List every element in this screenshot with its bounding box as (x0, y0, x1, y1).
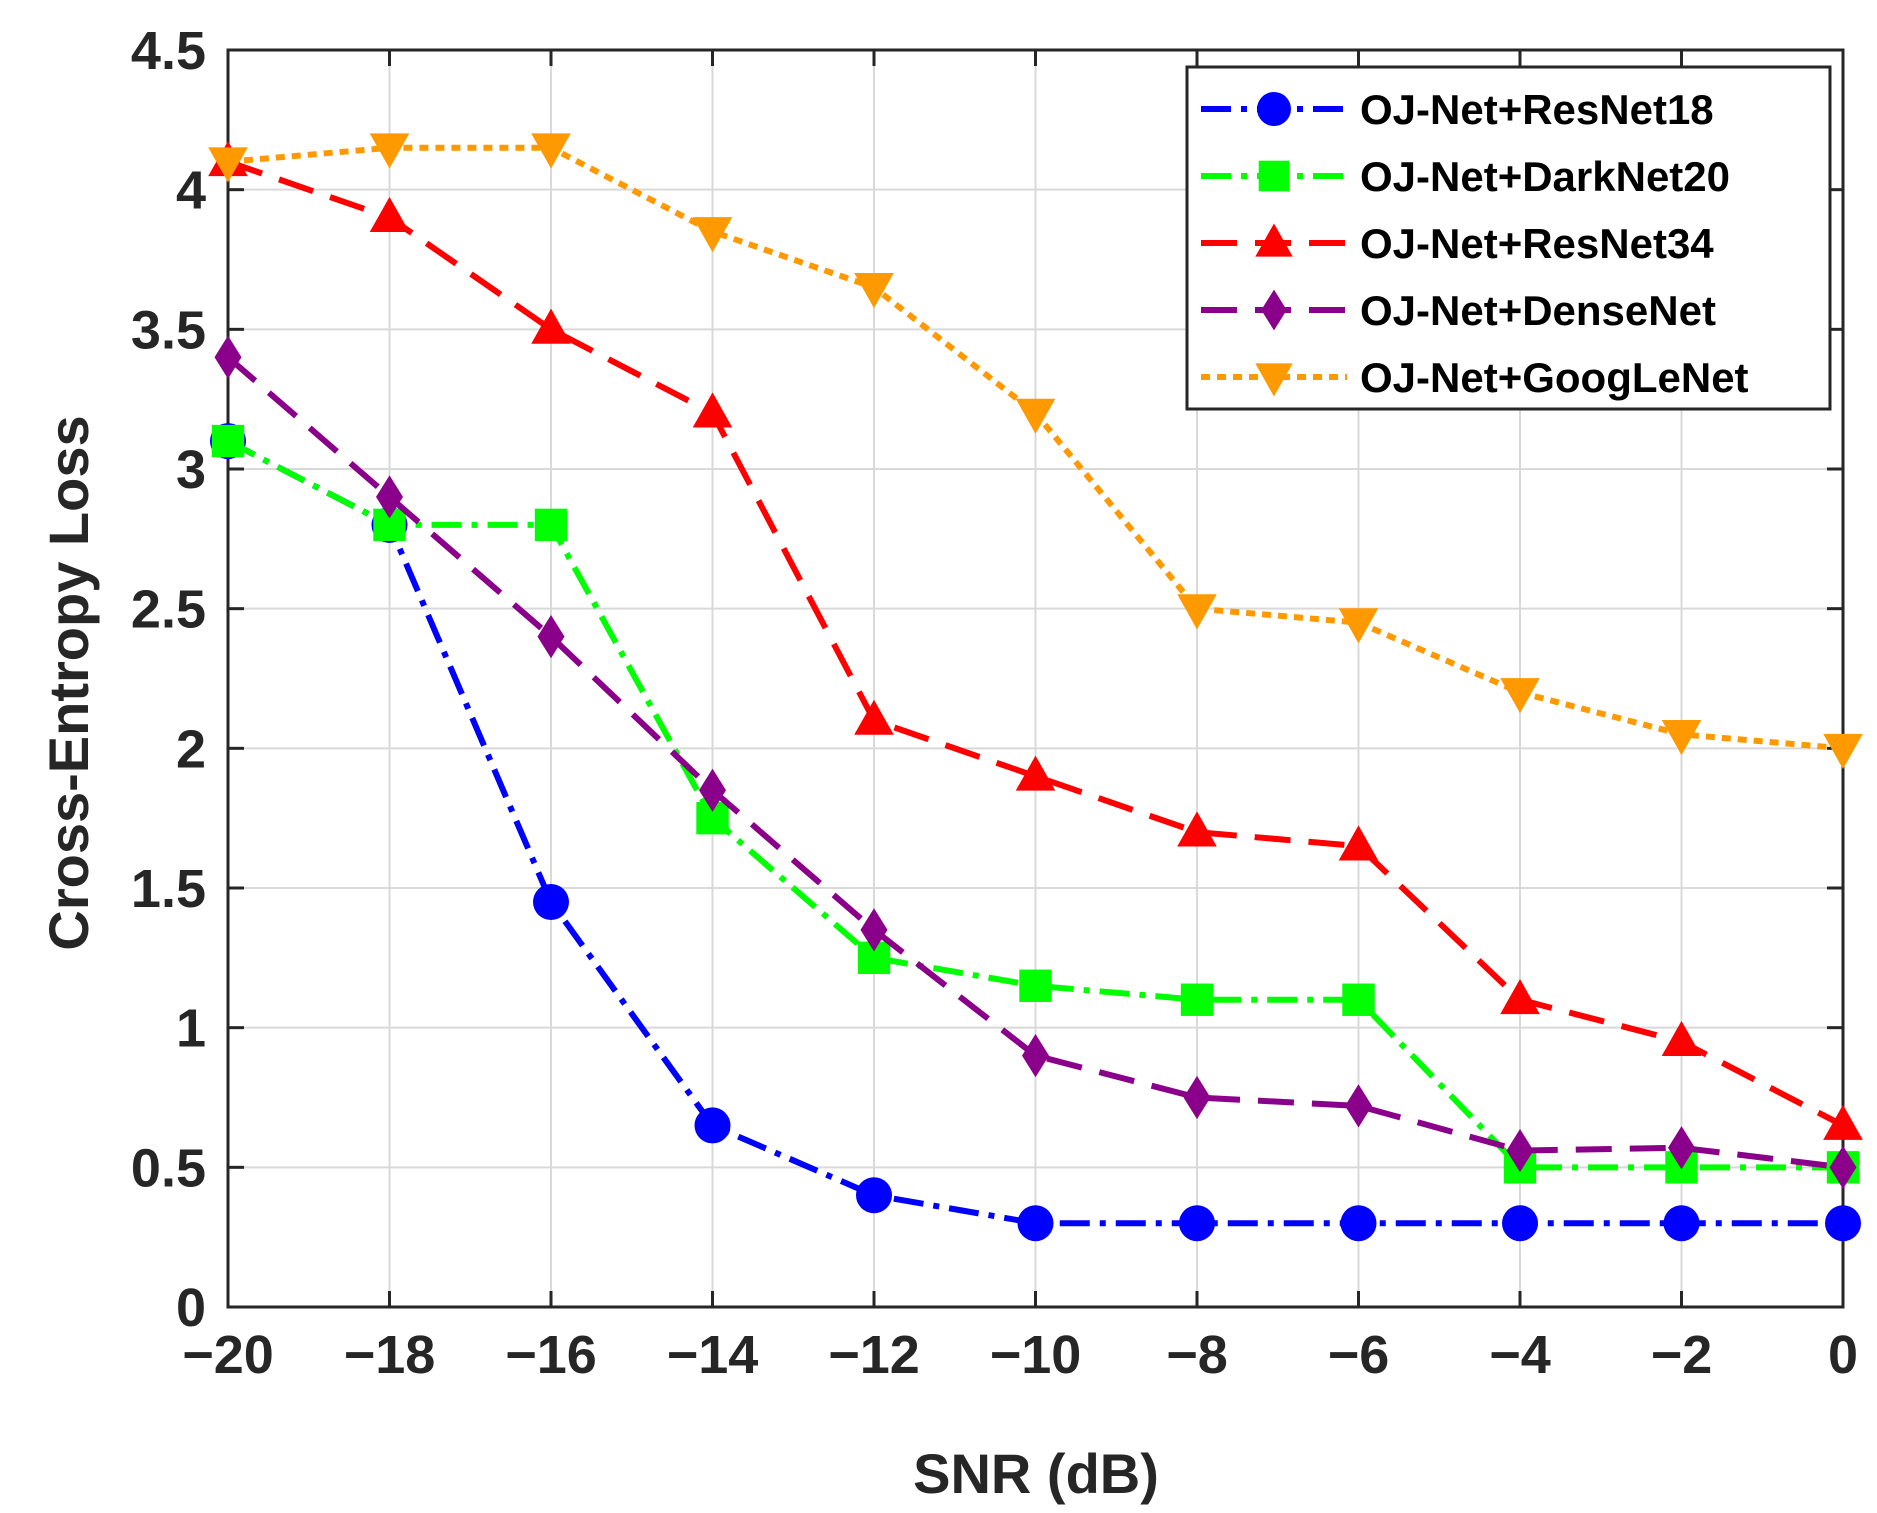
data-point (531, 308, 571, 344)
y-tick-label: 1 (176, 999, 206, 1059)
y-tick-label: 3.5 (131, 300, 206, 360)
y-tick-label: 0.5 (131, 1138, 206, 1198)
data-point (1823, 733, 1863, 770)
data-point (1663, 1205, 1700, 1242)
data-point (1180, 983, 1214, 1016)
series-3 (214, 335, 1857, 1189)
data-point (694, 1107, 731, 1144)
legend-item: OJ-Net+DarkNet20 (1201, 153, 1730, 200)
legend-marker (1257, 92, 1291, 126)
legend-marker (1261, 289, 1287, 331)
data-point (1338, 608, 1379, 644)
series-line (226, 354, 1844, 1171)
x-axis-label: SNR (dB) (913, 1442, 1159, 1505)
series-2 (208, 141, 1863, 1140)
legend-label: OJ-Net+ResNet34 (1360, 220, 1714, 267)
legend-marker (1258, 160, 1290, 192)
x-tick-label: −14 (667, 1325, 759, 1385)
series-group (208, 133, 1863, 1242)
y-tick-label: 2.5 (131, 580, 206, 640)
data-point (211, 424, 245, 458)
data-point (1500, 979, 1540, 1015)
x-tick-label: −12 (828, 1325, 920, 1385)
legend-label: OJ-Net+DarkNet20 (1360, 153, 1730, 200)
tick-labels: −20 −18 −16 −14 −12 −10 −8 −6 −4 −2 000.511.522.53… (131, 21, 1858, 1385)
data-point (537, 615, 565, 659)
data-point (1342, 983, 1375, 1016)
x-tick-label: −20 (182, 1325, 274, 1385)
x-tick-label: −4 (1489, 1325, 1551, 1385)
x-tick-label: −10 (990, 1325, 1082, 1385)
x-tick-label: −16 (505, 1325, 597, 1385)
data-point (1179, 1205, 1215, 1242)
data-point (1017, 1205, 1054, 1242)
legend-item: OJ-Net+DenseNet (1201, 287, 1716, 334)
data-point (856, 1177, 892, 1214)
y-tick-label: 0 (176, 1278, 206, 1338)
series-line (227, 158, 1845, 1129)
data-point (1502, 1205, 1538, 1242)
y-tick-label: 2 (176, 719, 206, 779)
x-tick-label: −8 (1166, 1325, 1228, 1385)
data-point (1829, 1145, 1857, 1189)
data-point (1500, 678, 1540, 714)
data-point (531, 133, 571, 169)
data-point (854, 273, 894, 309)
data-point (692, 392, 733, 428)
data-point (1506, 1128, 1534, 1173)
data-point (692, 217, 733, 253)
legend-marker (1255, 223, 1293, 257)
legend-label: OJ-Net+GoogLeNet (1360, 354, 1749, 401)
data-point (1177, 594, 1217, 630)
x-tick-label: −2 (1651, 1325, 1713, 1385)
data-point (1825, 1205, 1861, 1242)
legend-box (1185, 65, 1832, 411)
series-4 (208, 133, 1863, 770)
data-point (533, 883, 569, 920)
legend-item: OJ-Net+GoogLeNet (1201, 354, 1749, 401)
data-point (1668, 1126, 1695, 1170)
data-point (1022, 1034, 1049, 1078)
y-tick-label: 4 (176, 161, 206, 221)
data-point (369, 196, 410, 232)
y-tick-label: 3 (176, 440, 206, 500)
y-tick-label: 1.5 (131, 859, 206, 919)
x-tick-label: −6 (1328, 1325, 1390, 1385)
data-point (860, 908, 888, 952)
series-line (226, 438, 1843, 1171)
data-point (1015, 398, 1056, 434)
data-point (1823, 1104, 1863, 1140)
data-point (1183, 1075, 1211, 1120)
legend: OJ-Net+ResNet18 OJ-Net+DarkNet20 OJ-Net+Re… (1185, 65, 1832, 411)
data-point (1015, 755, 1056, 791)
x-tick-label: −18 (344, 1325, 436, 1385)
data-point (369, 133, 410, 169)
data-point (208, 147, 248, 183)
y-axis-label: Cross-Entropy Loss (37, 415, 100, 950)
data-point (1340, 1205, 1377, 1242)
legend-label: OJ-Net+DenseNet (1360, 287, 1716, 334)
data-point (1338, 825, 1379, 861)
legend-label: OJ-Net+ResNet18 (1360, 86, 1714, 133)
data-point (1019, 969, 1052, 1002)
data-point (1177, 811, 1217, 847)
legend-item: OJ-Net+ResNet18 (1201, 86, 1714, 133)
data-point (534, 508, 568, 542)
data-point (1661, 719, 1702, 756)
data-point (214, 335, 242, 379)
legend-marker (1255, 363, 1293, 397)
data-point (699, 768, 726, 812)
data-point (854, 699, 894, 735)
y-tick-label: 4.5 (131, 21, 206, 81)
series-line (226, 438, 1843, 1227)
data-point (1345, 1084, 1372, 1128)
legend-item: OJ-Net+ResNet34 (1201, 220, 1714, 267)
x-tick-label: 0 (1828, 1325, 1858, 1385)
data-point (1661, 1020, 1702, 1057)
data-point (376, 475, 403, 519)
